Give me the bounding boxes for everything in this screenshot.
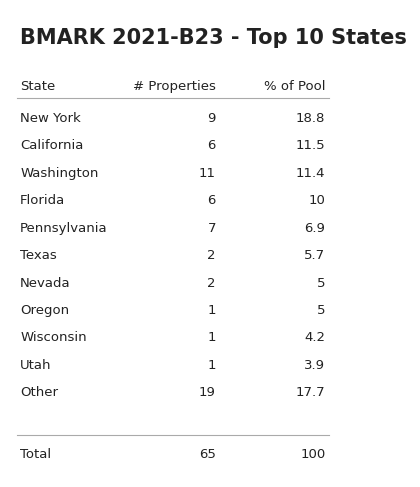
Text: State: State — [20, 80, 55, 94]
Text: Pennsylvania: Pennsylvania — [20, 222, 108, 235]
Text: Washington: Washington — [20, 167, 99, 180]
Text: BMARK 2021-B23 - Top 10 States: BMARK 2021-B23 - Top 10 States — [20, 28, 407, 48]
Text: # Properties: # Properties — [133, 80, 216, 94]
Text: Oregon: Oregon — [20, 304, 69, 317]
Text: 19: 19 — [199, 386, 216, 399]
Text: 6.9: 6.9 — [304, 222, 326, 235]
Text: 65: 65 — [199, 448, 216, 461]
Text: 100: 100 — [300, 448, 326, 461]
Text: Other: Other — [20, 386, 58, 399]
Text: 7: 7 — [207, 222, 216, 235]
Text: 5: 5 — [317, 277, 326, 290]
Text: Total: Total — [20, 448, 51, 461]
Text: 9: 9 — [207, 112, 216, 125]
Text: 11.5: 11.5 — [296, 139, 326, 152]
Text: California: California — [20, 139, 84, 152]
Text: 18.8: 18.8 — [296, 112, 326, 125]
Text: 3.9: 3.9 — [304, 359, 326, 372]
Text: 5.7: 5.7 — [304, 249, 326, 262]
Text: New York: New York — [20, 112, 81, 125]
Text: 11: 11 — [199, 167, 216, 180]
Text: 6: 6 — [207, 194, 216, 207]
Text: 1: 1 — [207, 304, 216, 317]
Text: Florida: Florida — [20, 194, 66, 207]
Text: 11.4: 11.4 — [296, 167, 326, 180]
Text: 1: 1 — [207, 359, 216, 372]
Text: Wisconsin: Wisconsin — [20, 332, 87, 344]
Text: 10: 10 — [309, 194, 326, 207]
Text: Utah: Utah — [20, 359, 52, 372]
Text: 6: 6 — [207, 139, 216, 152]
Text: 2: 2 — [207, 249, 216, 262]
Text: Nevada: Nevada — [20, 277, 71, 290]
Text: 4.2: 4.2 — [304, 332, 326, 344]
Text: % of Pool: % of Pool — [264, 80, 326, 94]
Text: 5: 5 — [317, 304, 326, 317]
Text: 2: 2 — [207, 277, 216, 290]
Text: 1: 1 — [207, 332, 216, 344]
Text: Texas: Texas — [20, 249, 57, 262]
Text: 17.7: 17.7 — [296, 386, 326, 399]
